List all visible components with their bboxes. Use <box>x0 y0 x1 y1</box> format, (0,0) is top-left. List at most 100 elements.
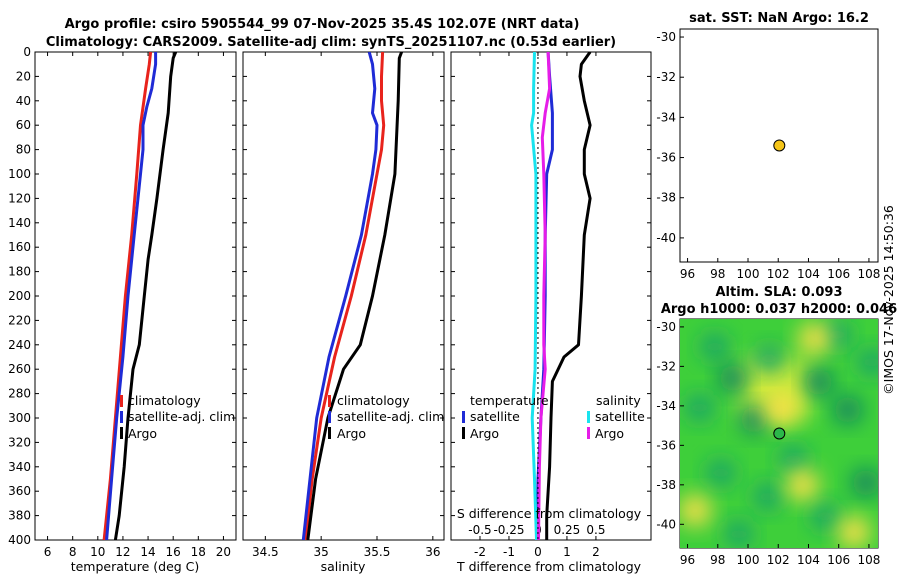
sla-map-ytick-label: -30 <box>656 320 676 334</box>
sla-anomaly-blob <box>805 368 834 397</box>
sla-anomaly-blob <box>700 332 729 361</box>
sla-anomaly-blob <box>857 348 878 377</box>
legend-swatch-argo <box>120 427 123 439</box>
legend-swatch-t-satellite <box>462 411 465 423</box>
temperature-xtick-label: 8 <box>69 545 77 559</box>
salinity-diff-tick-label: -0.5 <box>468 523 491 537</box>
sla-map-xtick-label: 100 <box>737 553 760 567</box>
sst-map-xtick-label: 104 <box>797 267 820 281</box>
legend-swatch-climatology <box>328 395 331 407</box>
salinity-xtick-label: 34.5 <box>252 545 279 559</box>
legend-swatch-satellite <box>328 411 331 423</box>
depth-tick-label: 180 <box>8 265 31 279</box>
sla-map-title-line2: Argo h1000: 0.037 h2000: 0.046 <box>661 302 897 317</box>
temperature-legend: climatology satellite-adj. clim Argo <box>120 393 235 441</box>
difference-legend: temperature satellite Argo salinity sate… <box>462 393 645 441</box>
salinity-series-climatology <box>304 52 386 540</box>
sst-map-xtick-label: 96 <box>680 267 695 281</box>
legend-label-s-satellite: satellite <box>595 409 645 424</box>
legend-heading-salinity: salinity <box>596 393 641 408</box>
sst-map-ytick-label: -36 <box>656 151 676 165</box>
salinity-xtick-label: 35 <box>314 545 329 559</box>
sla-anomaly-blob <box>753 482 782 511</box>
temperature-xtick-label: 20 <box>216 545 231 559</box>
salinity-series-satellite-adj-clim <box>301 52 379 540</box>
sst-map-ytick-label: -34 <box>656 110 676 124</box>
salinity-diff-tick-label: 0.5 <box>586 523 605 537</box>
difference-xtick-label: 0 <box>534 545 542 559</box>
sla-map-xtick-label: 96 <box>680 553 695 567</box>
difference-series-salinity-argo <box>537 52 552 540</box>
legend-heading-temperature: temperature <box>470 393 549 408</box>
sst-map-argo-position-marker <box>773 139 786 152</box>
depth-tick-label: 380 <box>8 509 31 523</box>
sst-map-ytick-label: -30 <box>656 30 676 44</box>
sst-map-ytick-label: -38 <box>656 191 676 205</box>
depth-tick-label: 240 <box>8 338 31 352</box>
sla-anomaly-blob <box>706 458 735 487</box>
sla-map-ytick-label: -32 <box>656 359 676 373</box>
depth-tick-label: 40 <box>16 94 31 108</box>
sst-map-ytick-label: -32 <box>656 70 676 84</box>
legend-swatch-argo <box>328 427 331 439</box>
sla-map-ytick-label: -36 <box>656 438 676 452</box>
legend-swatch-s-satellite <box>587 411 590 423</box>
sla-map-ytick-label: -40 <box>656 517 676 531</box>
legend-label-climatology: climatology <box>128 393 201 408</box>
temperature-xlabel: temperature (deg C) <box>71 559 200 574</box>
depth-tick-label: 360 <box>8 484 31 498</box>
temperature-xtick-label: 18 <box>191 545 206 559</box>
sla-map-xtick-label: 102 <box>767 553 790 567</box>
depth-tick-label: 260 <box>8 362 31 376</box>
difference-xlabel: T difference from climatology <box>456 559 642 574</box>
depth-tick-label: 400 <box>8 533 31 547</box>
depth-tick-label: 160 <box>8 240 31 254</box>
temperature-series-argo <box>113 52 178 540</box>
depth-tick-label: 80 <box>16 143 31 157</box>
difference-series-temperature-argo <box>545 52 592 540</box>
sst-map-title: sat. SST: NaN Argo: 16.2 <box>689 11 869 26</box>
sla-anomaly-blob <box>811 502 840 531</box>
legend-swatch-climatology <box>120 395 123 407</box>
sla-map-ytick-label: -34 <box>656 399 676 413</box>
salinity-diff-tick-label: -0.25 <box>493 523 524 537</box>
sla-map-argo-position-marker <box>773 427 786 440</box>
legend-label-climatology: climatology <box>337 393 410 408</box>
temperature-series-satellite-adj-clim <box>105 52 158 540</box>
sla-anomaly-blob <box>685 393 714 422</box>
sst-map-xtick-label: 102 <box>767 267 790 281</box>
figure-title-line2: Climatology: CARS2009. Satellite-adj cli… <box>46 35 616 50</box>
imos-credit: ©IMOS 17-Nov-2025 14:50:36 <box>881 205 896 395</box>
legend-label-argo: Argo <box>128 426 157 441</box>
legend-swatch-t-argo <box>462 427 465 439</box>
sla-map-xtick-label: 98 <box>710 553 725 567</box>
depth-tick-label: 100 <box>8 167 31 181</box>
depth-tick-label: 140 <box>8 216 31 230</box>
depth-tick-label: 120 <box>8 191 31 205</box>
difference-xtick-label: -1 <box>503 545 515 559</box>
temperature-xtick-label: 10 <box>90 545 105 559</box>
sst-map-xtick-label: 100 <box>737 267 760 281</box>
depth-tick-label: 340 <box>8 460 31 474</box>
sla-anomaly-blob <box>740 405 769 434</box>
temperature-xtick-label: 12 <box>115 545 130 559</box>
sla-anomaly-blob <box>779 445 808 474</box>
legend-label-s-argo: Argo <box>595 426 624 441</box>
temperature-xtick-label: 16 <box>166 545 181 559</box>
temperature-xtick-label: 6 <box>44 545 52 559</box>
sst-map-ytick-label: -40 <box>656 231 676 245</box>
legend-label-satellite: satellite-adj. clim <box>128 409 235 424</box>
sst-map-xtick-label: 98 <box>710 267 725 281</box>
difference-xtick-label: 1 <box>563 545 571 559</box>
salinity-xtick-label: 35.5 <box>364 545 391 559</box>
sla-anomaly-blob <box>718 364 747 393</box>
sla-anomaly-blob <box>837 516 870 548</box>
salinity-xlabel: salinity <box>321 559 366 574</box>
depth-tick-label: 320 <box>8 435 31 449</box>
sla-map-xtick-label: 104 <box>797 553 820 567</box>
legend-swatch-satellite <box>120 411 123 423</box>
sla-anomaly-blob <box>680 494 712 527</box>
legend-label-t-satellite: satellite <box>470 409 520 424</box>
sla-map-xtick-label: 108 <box>857 553 880 567</box>
